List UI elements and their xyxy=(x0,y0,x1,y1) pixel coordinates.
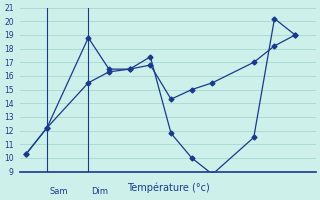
Text: Dim: Dim xyxy=(91,187,108,196)
Text: Sam: Sam xyxy=(50,187,68,196)
X-axis label: Température (°c): Température (°c) xyxy=(127,183,209,193)
